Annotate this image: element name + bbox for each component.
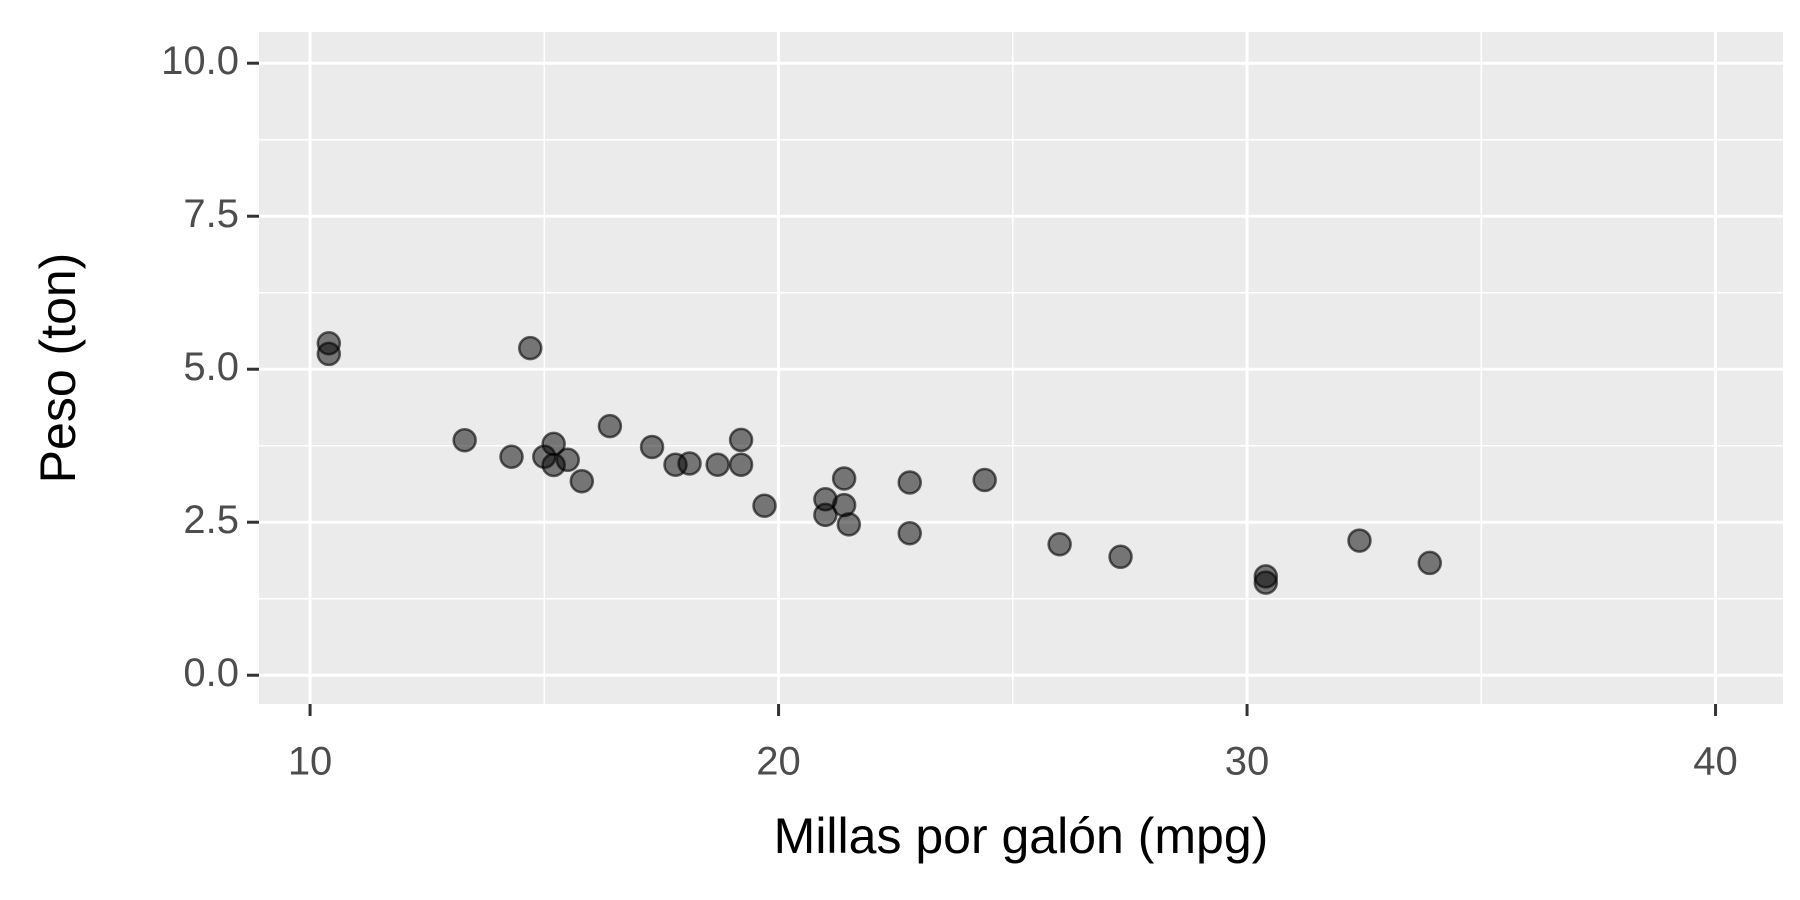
y-axis-title: Peso (ton) — [30, 253, 86, 484]
point — [831, 492, 857, 518]
point — [452, 427, 477, 453]
x-tick-label: 30 — [1225, 740, 1270, 784]
y-tick-label: 5.0 — [183, 345, 239, 389]
point — [897, 470, 922, 495]
point — [1047, 532, 1072, 557]
point — [1417, 550, 1443, 576]
point — [897, 520, 922, 546]
point — [752, 493, 777, 518]
point — [728, 452, 754, 477]
point — [1108, 544, 1133, 570]
point — [532, 444, 557, 469]
x-axis-title: Millas por galón (mpg) — [774, 808, 1269, 864]
y-tick-label: 10.0 — [161, 39, 239, 83]
point — [518, 335, 543, 361]
point — [316, 331, 342, 356]
y-tick-label: 0.0 — [183, 651, 239, 695]
point — [705, 452, 730, 477]
point — [639, 434, 665, 460]
point — [1253, 570, 1279, 595]
point — [728, 427, 754, 453]
point — [569, 468, 595, 494]
x-tick-label: 20 — [756, 740, 801, 784]
y-tick-label: 7.5 — [183, 192, 239, 236]
x-tick-label: 40 — [1693, 740, 1738, 784]
point — [1347, 528, 1372, 553]
point — [831, 466, 857, 491]
point — [972, 467, 997, 493]
point — [499, 444, 524, 469]
point — [663, 452, 688, 477]
x-tick-label: 10 — [288, 740, 333, 784]
y-tick-label: 2.5 — [183, 498, 239, 542]
point — [597, 413, 623, 439]
